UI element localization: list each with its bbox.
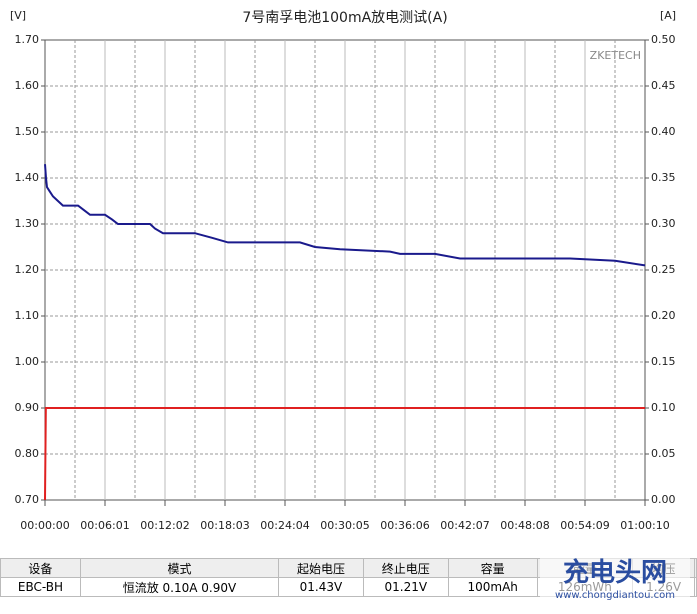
table-cell: 终止电压 bbox=[362, 558, 449, 578]
y-tick-label: 1.30 bbox=[15, 217, 40, 230]
y-axis-label: [V] bbox=[10, 9, 26, 22]
watermark-logo: 充电头网 bbox=[562, 558, 667, 588]
x-tick-label: 00:18:03 bbox=[200, 519, 249, 532]
watermark-url: www.chongdiantou.com bbox=[555, 590, 675, 601]
y-tick-label: 1.50 bbox=[15, 125, 40, 138]
y2-tick-label: 0.30 bbox=[651, 217, 676, 230]
y-tick-label: 1.10 bbox=[15, 309, 40, 322]
y-tick-label: 1.70 bbox=[15, 33, 40, 46]
y2-axis-label: [A] bbox=[660, 9, 676, 22]
series-line bbox=[44, 164, 646, 267]
table-cell: 恒流放 0.10A 0.90V bbox=[79, 577, 280, 597]
y2-tick-label: 0.25 bbox=[651, 263, 676, 276]
y2-tick-label: 0.45 bbox=[651, 79, 676, 92]
table-cell bbox=[694, 558, 697, 578]
y2-tick-label: 0.20 bbox=[651, 309, 676, 322]
table-cell: 01.21V bbox=[362, 577, 449, 597]
table-cell: 容量 bbox=[447, 558, 538, 578]
chart: 7号南孚电池100mA放电测试(A) [V] [A] ZKETECH0.700.… bbox=[10, 9, 676, 532]
y2-tick-label: 0.10 bbox=[651, 401, 676, 414]
x-tick-label: 00:24:04 bbox=[260, 519, 309, 532]
x-tick-label: 00:06:01 bbox=[80, 519, 129, 532]
x-tick-label: 00:30:05 bbox=[320, 519, 369, 532]
y-tick-label: 0.80 bbox=[15, 447, 40, 460]
table-cell: 起始电压 bbox=[278, 558, 364, 578]
y-tick-label: 1.20 bbox=[15, 263, 40, 276]
table-cell bbox=[694, 577, 697, 597]
y2-tick-label: 0.15 bbox=[651, 355, 676, 368]
x-tick-label: 00:54:09 bbox=[560, 519, 609, 532]
series-line bbox=[44, 407, 645, 501]
watermark: 充电头网 www.chongdiantou.com bbox=[540, 556, 690, 612]
chart-title: 7号南孚电池100mA放电测试(A) bbox=[242, 10, 447, 26]
y2-tick-label: 0.05 bbox=[651, 447, 676, 460]
x-tick-label: 00:00:00 bbox=[20, 519, 69, 532]
x-tick-label: 00:48:08 bbox=[500, 519, 549, 532]
y2-tick-label: 0.50 bbox=[651, 33, 676, 46]
table-cell: EBC-BH bbox=[0, 577, 81, 597]
table-cell: 100mAh bbox=[447, 577, 538, 597]
table-cell: 设备 bbox=[0, 558, 81, 578]
y-tick-label: 0.70 bbox=[15, 493, 40, 506]
table-cell: 模式 bbox=[79, 558, 280, 578]
y-tick-label: 1.60 bbox=[15, 79, 40, 92]
y-tick-label: 0.90 bbox=[15, 401, 40, 414]
x-tick-label: 00:12:02 bbox=[140, 519, 189, 532]
y2-tick-label: 0.35 bbox=[651, 171, 676, 184]
y2-tick-label: 0.00 bbox=[651, 493, 676, 506]
table-cell: 01.43V bbox=[278, 577, 364, 597]
x-tick-label: 01:00:10 bbox=[620, 519, 669, 532]
y-tick-label: 1.40 bbox=[15, 171, 40, 184]
y2-tick-label: 0.40 bbox=[651, 125, 676, 138]
y-tick-label: 1.00 bbox=[15, 355, 40, 368]
x-tick-label: 00:36:06 bbox=[380, 519, 429, 532]
x-tick-label: 00:42:07 bbox=[440, 519, 489, 532]
